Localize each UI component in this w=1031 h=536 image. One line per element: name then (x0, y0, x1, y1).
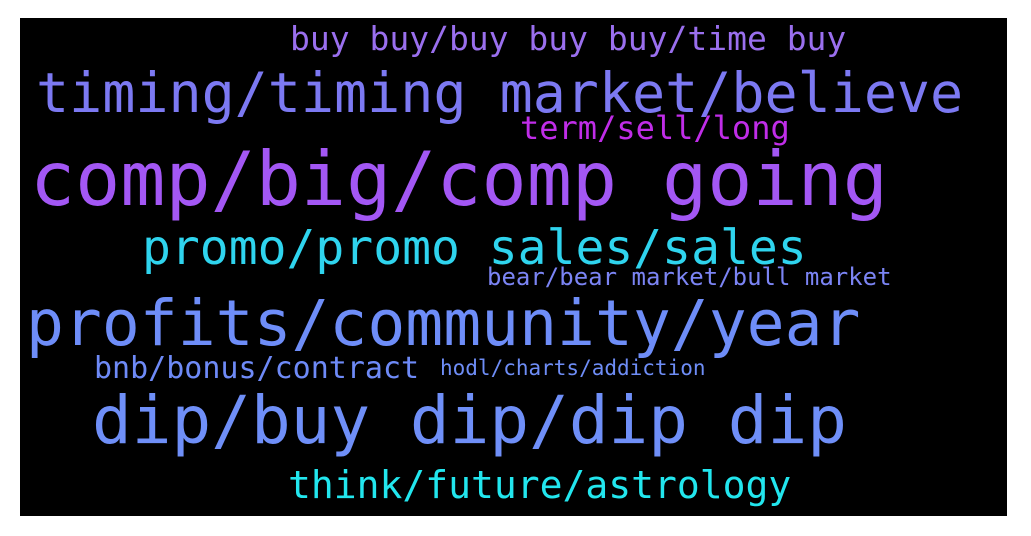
word-2: timing/timing market/believe (36, 61, 964, 125)
word-7: profits/community/year (26, 287, 861, 360)
word-5: promo/promo sales/sales (142, 220, 807, 276)
word-8: bnb/bonus/contract (94, 351, 420, 386)
word-4: comp/big/comp going (30, 135, 888, 223)
word-9: hodl/charts/addiction (440, 356, 706, 380)
word-6: bear/bear market/bull market (487, 263, 892, 291)
word-10: dip/buy dip/dip dip (92, 382, 847, 459)
word-3: term/sell/long (520, 109, 790, 147)
word-11: think/future/astrology (288, 463, 792, 507)
word-cloud-canvas: buy buy/buy buy buy/time buy timing/timi… (20, 18, 1007, 516)
word-1: buy buy/buy buy buy/time buy (290, 19, 847, 58)
